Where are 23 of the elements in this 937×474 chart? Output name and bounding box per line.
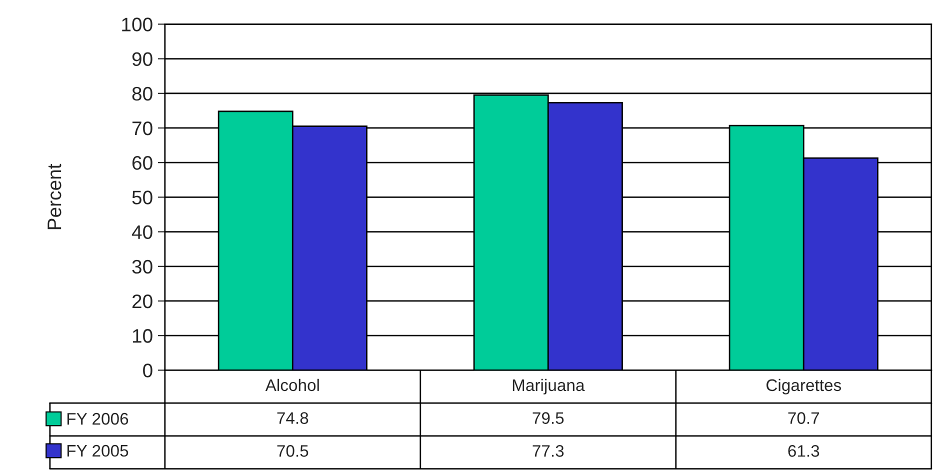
data-label: 79.5 — [532, 412, 564, 424]
legend-label: FY 2006 — [67, 412, 128, 425]
y-tick-label: 70 — [132, 121, 152, 136]
y-tick-label: 0 — [143, 364, 152, 378]
y-tick-label: 60 — [132, 156, 152, 170]
data-label: 70.7 — [788, 412, 820, 424]
y-tick-label: 50 — [132, 190, 152, 204]
y-axis-title: Percent — [48, 164, 62, 230]
data-label: 70.5 — [277, 445, 308, 457]
y-tick-label: 20 — [132, 294, 152, 308]
x-tick-label: Cigarettes — [766, 378, 842, 394]
y-tick-label: 40 — [132, 225, 152, 240]
data-label: 74.8 — [277, 412, 308, 424]
y-tick-label: 90 — [132, 52, 152, 66]
x-tick-label: Alcohol — [265, 378, 319, 392]
y-tick-label: 100 — [122, 18, 152, 32]
data-label: 77.3 — [532, 445, 564, 457]
data-label: 61.3 — [788, 445, 820, 457]
legend-label: FY 2005 — [67, 444, 128, 457]
y-tick-label: 80 — [132, 86, 152, 101]
y-tick-label: 30 — [132, 260, 152, 274]
y-tick-label: 10 — [132, 329, 152, 343]
x-tick-label: Marijuana — [512, 378, 585, 394]
